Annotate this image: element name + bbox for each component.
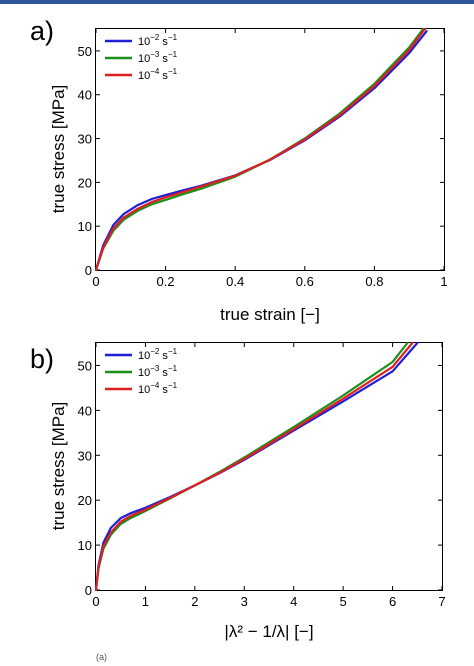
x-tick-label: 0.2 xyxy=(157,274,175,289)
x-tick-label: 0 xyxy=(92,274,99,289)
series-line xyxy=(94,30,428,272)
legend-label: 10−4 s−1 xyxy=(138,381,178,396)
legend-exponent: −4 xyxy=(150,381,160,390)
legend-unit-exponent: −1 xyxy=(168,67,178,76)
panel-label: a) xyxy=(30,16,54,46)
panel-label: b) xyxy=(30,344,54,374)
x-tick-label: 0.4 xyxy=(226,274,244,289)
x-tick-label: 4 xyxy=(290,594,297,609)
legend-label: 10−2 s−1 xyxy=(138,347,178,362)
y-tick-label: 50 xyxy=(78,358,92,373)
legend-unit-exponent: −1 xyxy=(168,364,178,373)
y-tick-label: 30 xyxy=(78,132,92,147)
legend-label: 10−2 s−1 xyxy=(138,33,178,48)
series-line xyxy=(94,341,414,592)
x-axis-label: true strain [−] xyxy=(220,305,320,324)
series-line xyxy=(94,341,419,592)
legend-unit-exponent: −1 xyxy=(168,381,178,390)
legend-unit: s xyxy=(159,36,168,48)
y-tick-label: 0 xyxy=(85,263,92,278)
series-line xyxy=(94,341,409,592)
legend-unit: s xyxy=(159,70,168,82)
y-axis-label: true stress [MPa] xyxy=(49,402,68,530)
legend-exponent: −3 xyxy=(150,50,160,59)
legend-base: 10 xyxy=(138,70,150,82)
top-border-bar xyxy=(0,0,474,4)
legend: 10−2 s−110−3 s−110−4 s−1 xyxy=(105,33,178,82)
legend-label: 10−4 s−1 xyxy=(138,67,178,82)
legend-unit: s xyxy=(159,350,168,362)
x-tick-label: 0.6 xyxy=(296,274,314,289)
legend-base: 10 xyxy=(138,36,150,48)
x-tick-label: 5 xyxy=(340,594,347,609)
legend-unit: s xyxy=(159,384,168,396)
x-tick-label: 1 xyxy=(142,594,149,609)
x-tick-label: 2 xyxy=(191,594,198,609)
y-tick-label: 0 xyxy=(85,583,92,598)
series-line xyxy=(94,27,426,272)
legend-unit-exponent: −1 xyxy=(168,347,178,356)
y-tick-label: 40 xyxy=(78,403,92,418)
legend: 10−2 s−110−3 s−110−4 s−1 xyxy=(105,347,178,396)
ticks: 0 1 2 3 4 5 6 7 0 10 20 30 40 50 xyxy=(78,343,446,609)
plot-frame xyxy=(95,28,445,271)
x-tick-label: 6 xyxy=(389,594,396,609)
x-tick-label: 7 xyxy=(438,594,445,609)
y-tick-label: 50 xyxy=(78,44,92,59)
legend-label: 10−3 s−1 xyxy=(138,50,178,65)
legend-unit: s xyxy=(159,53,168,65)
legend-exponent: −4 xyxy=(150,67,160,76)
y-axis-label: true stress [MPa] xyxy=(49,85,68,213)
y-tick-label: 40 xyxy=(78,88,92,103)
series-group xyxy=(94,341,419,592)
legend-base: 10 xyxy=(138,350,150,362)
legend-unit-exponent: −1 xyxy=(168,50,178,59)
legend-unit: s xyxy=(159,367,168,379)
legend-base: 10 xyxy=(138,367,150,379)
legend-exponent: −3 xyxy=(150,364,160,373)
y-tick-label: 10 xyxy=(78,219,92,234)
x-tick-label: 0 xyxy=(92,594,99,609)
x-tick-label: 1 xyxy=(440,274,447,289)
series-line xyxy=(94,27,425,272)
y-tick-label: 10 xyxy=(78,538,92,553)
footnote: (a) xyxy=(96,652,107,662)
y-tick-label: 20 xyxy=(78,175,92,190)
legend-base: 10 xyxy=(138,384,150,396)
x-axis-label: |λ² − 1/λ| [−] xyxy=(224,622,313,641)
series-group xyxy=(94,27,428,272)
legend-unit-exponent: −1 xyxy=(168,33,178,42)
legend-exponent: −2 xyxy=(150,33,160,42)
y-tick-label: 20 xyxy=(78,493,92,508)
x-tick-label: 3 xyxy=(241,594,248,609)
plot-frame xyxy=(95,342,443,591)
legend-label: 10−3 s−1 xyxy=(138,364,178,379)
legend-base: 10 xyxy=(138,53,150,65)
x-tick-label: 0.8 xyxy=(365,274,383,289)
legend-exponent: −2 xyxy=(150,347,160,356)
y-tick-label: 30 xyxy=(78,448,92,463)
